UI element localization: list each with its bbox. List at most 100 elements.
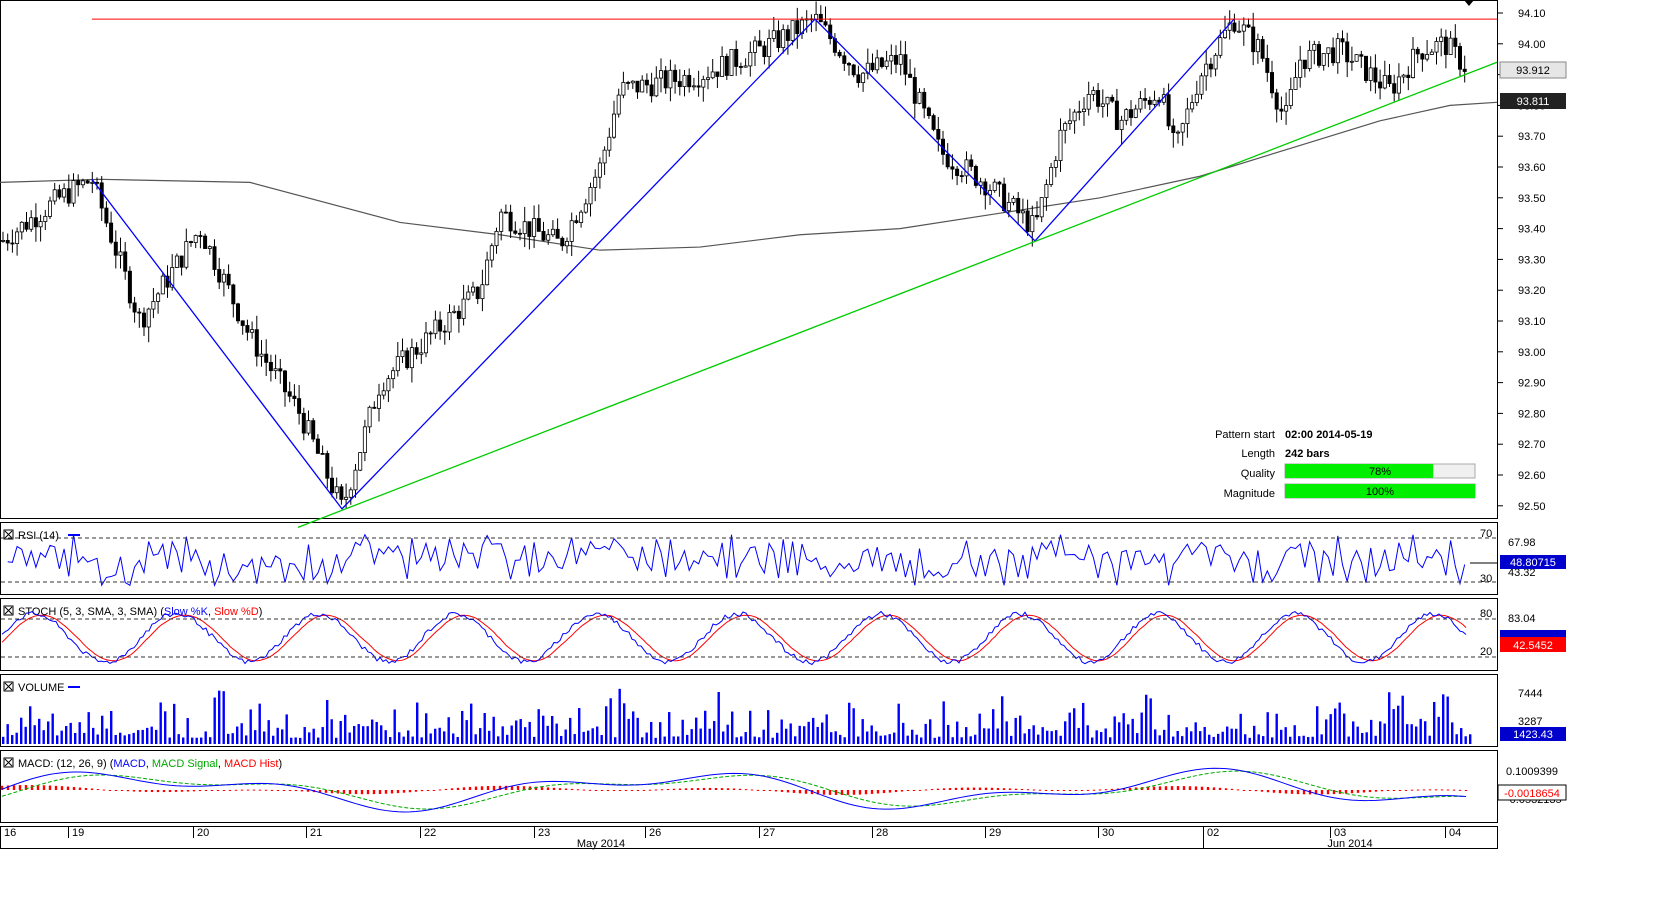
candle-body: [376, 394, 381, 409]
candle-body: [442, 330, 447, 333]
candle-body: [1331, 47, 1336, 64]
candle-body: [1190, 102, 1195, 110]
candle-body: [894, 55, 899, 65]
volume-bar: [416, 702, 419, 744]
stoch-upper-tick: 83.04: [1508, 613, 1536, 625]
macd-hist-bar: [204, 790, 208, 791]
candle-body: [884, 60, 889, 67]
pattern-lines-layer: [91, 18, 1498, 528]
volume-bar: [1235, 728, 1238, 744]
volume-bar: [735, 737, 738, 744]
candle-body: [1086, 93, 1091, 110]
macd-hist-bar: [468, 786, 472, 790]
rsi-level-70: 70: [1480, 528, 1492, 540]
candle-body: [1039, 197, 1044, 218]
candle-body: [917, 91, 922, 104]
volume-bar: [744, 732, 747, 744]
candle-body: [1453, 37, 1458, 47]
day-label: 22: [424, 827, 436, 839]
macd-hist-bar: [240, 789, 244, 791]
rsi-close-icon-cross: [4, 530, 13, 539]
macd-hist-bar: [1224, 788, 1228, 790]
macd-hist-bar: [1164, 786, 1168, 790]
macd-hist-bar: [534, 786, 538, 790]
volume-bar: [578, 708, 581, 744]
volume-bar: [708, 728, 711, 744]
candle-body: [1255, 39, 1260, 53]
macd-hist-bar: [1464, 790, 1468, 791]
candle-body: [113, 241, 118, 256]
volume-bar: [888, 734, 891, 744]
volume-bar: [1469, 734, 1472, 744]
volume-bar: [141, 729, 144, 744]
candle-body: [1458, 46, 1463, 70]
volume-bar: [182, 737, 185, 744]
candle-body: [734, 48, 739, 67]
rsi-line-layer: [7, 533, 1497, 587]
candle-body: [1270, 72, 1275, 94]
volume-bar: [636, 717, 639, 744]
candle-body: [226, 273, 231, 286]
candle-body: [1025, 210, 1030, 233]
scroll-marker-icon[interactable]: [1464, 0, 1474, 6]
macd-hist-bar: [1128, 787, 1132, 790]
candle-body: [137, 311, 142, 314]
candle-body: [1326, 47, 1331, 54]
volume-bar: [749, 710, 752, 744]
macd-hist-bar: [552, 787, 556, 790]
macd-hist-bar: [750, 789, 754, 791]
volume-bar: [51, 713, 54, 744]
candle-body: [485, 259, 490, 286]
volume-bar: [393, 709, 396, 744]
volume-bar: [312, 728, 315, 744]
length-label: Length: [1241, 448, 1275, 460]
volume-bar: [1100, 732, 1103, 744]
volume-tick-low: 3287: [1518, 716, 1542, 728]
macd-hist-bar: [1062, 790, 1066, 791]
volume-bar: [965, 727, 968, 744]
volume-bar: [515, 720, 518, 744]
pattern-start-value: 02:00 2014-05-19: [1285, 429, 1372, 441]
volume-bar: [1266, 712, 1269, 744]
candle-body: [1166, 94, 1171, 127]
volume-bar: [348, 732, 351, 744]
macd-hist-bar: [348, 790, 352, 794]
macd-hist-bar: [912, 790, 916, 791]
volume-bar: [1325, 719, 1328, 744]
volume-bar: [785, 728, 788, 744]
candle-body: [1434, 41, 1439, 53]
volume-bar: [150, 726, 153, 744]
volume-bar: [1433, 701, 1436, 744]
volume-bar: [1442, 694, 1445, 744]
candle-body: [311, 420, 316, 440]
volume-tick-high: 7444: [1518, 688, 1542, 700]
volume-bar: [834, 731, 837, 744]
macd-hist-bar: [270, 789, 274, 791]
candle-body: [1119, 119, 1124, 130]
macd-hist-bar: [90, 788, 94, 790]
volume-bar: [1140, 712, 1143, 744]
candle-body: [847, 63, 852, 66]
candle-body: [621, 82, 626, 96]
candle-body: [1335, 38, 1340, 64]
macd-hist-bar: [702, 787, 706, 790]
volume-bar: [600, 734, 603, 744]
macd-hist-bar: [1338, 790, 1342, 794]
macd-hist-bar: [132, 790, 136, 792]
candle-body: [174, 255, 179, 268]
volume-bar: [38, 718, 41, 744]
macd-hist-bar: [198, 790, 202, 792]
candle-body: [1199, 75, 1204, 95]
candle-body: [1002, 183, 1007, 212]
pattern-start-label: Pattern start: [1215, 429, 1275, 441]
candle-body: [640, 79, 645, 93]
macd-hist-bar: [336, 790, 340, 794]
volume-bar: [380, 725, 383, 744]
day-label: 21: [310, 827, 322, 839]
volume-bar: [236, 726, 239, 744]
candle-body: [132, 302, 137, 313]
candle-body: [470, 286, 475, 293]
macd-hist-bar: [1344, 790, 1348, 794]
volume-bar: [1289, 736, 1292, 744]
candle-body: [19, 221, 24, 233]
